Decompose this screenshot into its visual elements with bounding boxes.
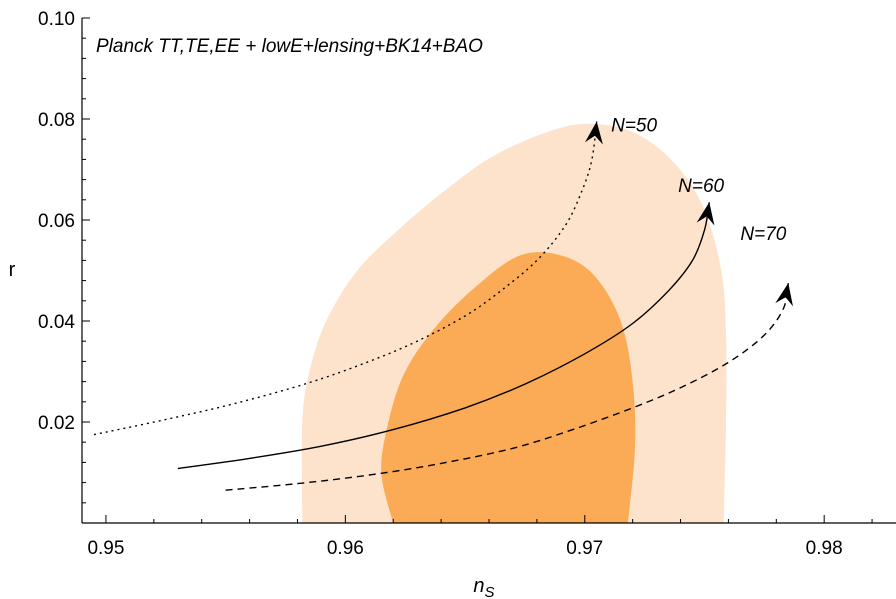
curves: [93, 121, 789, 491]
x-tick-label: 0.96: [327, 538, 364, 559]
arrowhead-n70: [775, 283, 793, 307]
x-tick-label: 0.97: [566, 538, 603, 559]
arrowhead-n60: [696, 202, 715, 226]
y-tick-label: 0.02: [38, 413, 75, 434]
y-axis-label: r: [9, 259, 16, 281]
series-label-n50: N=50: [611, 116, 657, 137]
y-tick-label: 0.06: [38, 211, 75, 232]
series-label-n60: N=60: [678, 176, 724, 197]
x-axis-label: nS: [473, 575, 494, 599]
curve-n60: [177, 202, 710, 470]
y-tick-label: 0.08: [38, 110, 75, 131]
x-tick-label: 0.95: [87, 538, 124, 559]
curve-n70: [225, 282, 789, 491]
y-tick-label: 0.10: [38, 9, 75, 30]
contour-68: [381, 252, 636, 524]
arrows: [585, 121, 793, 307]
y-axis-ticks: 0.02 0.04 0.06 0.08 0.10: [38, 9, 90, 504]
arrowhead-n50: [585, 121, 603, 145]
contours: [301, 123, 727, 524]
x-axis-label-sub: S: [485, 584, 495, 599]
plot-area: [93, 121, 793, 524]
x-axis-ticks: 0.95 0.96 0.97 0.98: [87, 515, 873, 559]
chart-annotation: Planck TT,TE,EE + lowE+lensing+BK14+BAO: [96, 36, 483, 57]
series-labels: N=50 N=60 N=70: [611, 116, 787, 246]
x-axis-label-main: n: [473, 575, 484, 597]
y-tick-label: 0.04: [38, 312, 75, 333]
x-tick-label: 0.98: [806, 538, 843, 559]
series-label-n70: N=70: [740, 224, 786, 245]
